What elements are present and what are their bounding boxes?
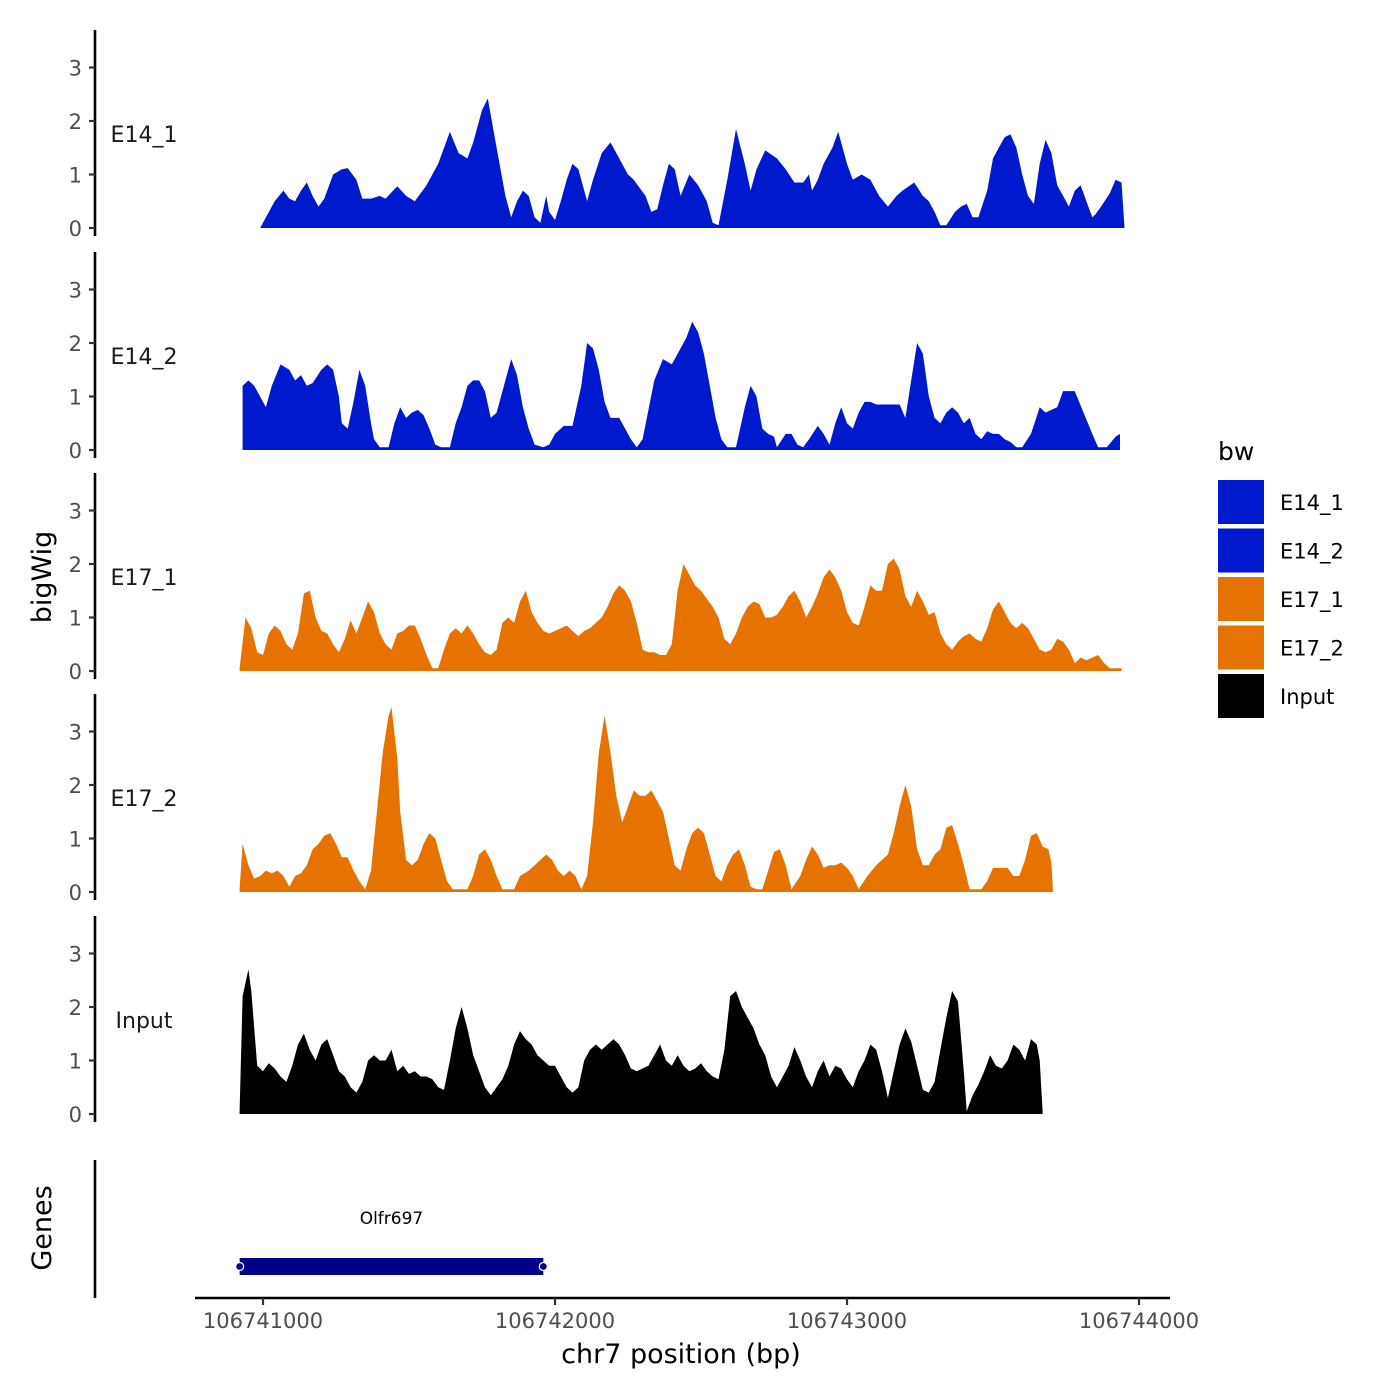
y-tick-label-input-2: 2 (69, 996, 82, 1020)
area-e17-1 (239, 558, 1122, 671)
gene-axis-title-group: Genes (27, 1185, 58, 1270)
y-tick-label-e17-1-3: 3 (69, 500, 82, 524)
legend-item-e17-1: E17_1 (1218, 577, 1344, 621)
x-axis-title: chr7 position (bp) (561, 1339, 801, 1370)
tracks-container: 0 1 2 3 E14_1 0 1 2 3 E14_2 0 1 2 3 E17_1 0 1 2 3 E17_2 0 1 2 3… (69, 30, 1125, 1127)
legend-swatch-input (1218, 674, 1264, 718)
x-tick-label-106742000: 106742000 (495, 1309, 615, 1333)
track-label-e17-1: E17_1 (111, 566, 178, 591)
track-label-e14-2: E14_2 (111, 345, 178, 370)
x-tick-label-106744000: 106744000 (1079, 1309, 1199, 1333)
legend-label-e17-1: E17_1 (1280, 588, 1344, 613)
y-tick-label-e17-2-2: 2 (69, 774, 82, 798)
y-tick-label-e14-1-2: 2 (69, 110, 82, 134)
y-tick-label-e17-1-0: 0 (69, 660, 82, 684)
track-label-e14-1: E14_1 (111, 123, 178, 148)
legend-swatch-e14-1 (1218, 480, 1264, 524)
gene-olfr697 (239, 1258, 544, 1275)
area-e14-2 (242, 321, 1121, 450)
y-tick-label-input-1: 1 (69, 1050, 82, 1074)
legend: bw E14_1 E14_2 E17_1 E17_2 Input (1218, 437, 1344, 718)
legend-label-e14-2: E14_2 (1280, 540, 1344, 565)
gene-label-olfr697: Olfr697 (360, 1209, 424, 1229)
gene-start-marker (235, 1261, 245, 1272)
y-axis-title-group: bigWig (27, 531, 58, 624)
y-tick-label-e14-1-1: 1 (69, 164, 82, 188)
y-tick-label-e14-2-1: 1 (69, 386, 82, 410)
legend-swatch-e14-2 (1218, 528, 1264, 573)
y-tick-label-e17-2-1: 1 (69, 828, 82, 852)
legend-title: bw (1218, 437, 1254, 466)
y-tick-label-e17-2-0: 0 (69, 881, 82, 905)
y-tick-label-e17-2-3: 3 (69, 721, 82, 745)
legend-item-e14-1: E14_1 (1218, 480, 1344, 524)
area-input (239, 969, 1043, 1114)
legend-label-e17-2: E17_2 (1280, 637, 1344, 662)
x-tick-label-106741000: 106741000 (203, 1309, 323, 1333)
track-label-e17-2: E17_2 (111, 787, 178, 812)
y-tick-label-input-3: 3 (69, 943, 82, 967)
y-tick-label-e14-1-0: 0 (69, 217, 82, 241)
area-e14-1 (260, 98, 1125, 228)
y-axis-title: bigWig (27, 531, 58, 624)
y-tick-label-e14-1-3: 3 (69, 57, 82, 81)
gene-track: Olfr697 (93, 1160, 548, 1298)
x-axis: 106741000 106742000 106743000 106744000 (195, 1296, 1199, 1333)
track-input: 0 1 2 3 Input (69, 916, 1043, 1127)
track-e17-2: 0 1 2 3 E17_2 (69, 694, 1053, 905)
legend-swatch-e17-1 (1218, 577, 1264, 621)
legend-label-input: Input (1280, 685, 1334, 709)
gene-end-marker (538, 1261, 548, 1272)
legend-item-input: Input (1218, 674, 1334, 718)
track-label-input: Input (116, 1009, 173, 1034)
y-tick-label-e14-2-2: 2 (69, 332, 82, 356)
y-tick-label-e14-2-0: 0 (69, 439, 82, 463)
y-tick-label-e17-1-1: 1 (69, 607, 82, 631)
legend-item-e14-2: E14_2 (1218, 528, 1344, 573)
y-tick-label-e14-2-3: 3 (69, 279, 82, 303)
track-e14-2: 0 1 2 3 E14_2 (69, 252, 1121, 463)
x-tick-label-106743000: 106743000 (787, 1309, 907, 1333)
legend-item-e17-2: E17_2 (1218, 625, 1344, 670)
track-e14-1: 0 1 2 3 E14_1 (69, 30, 1125, 241)
legend-swatch-e17-2 (1218, 625, 1264, 670)
legend-label-e14-1: E14_1 (1280, 491, 1344, 516)
y-tick-label-input-0: 0 (69, 1103, 82, 1127)
area-e17-2 (239, 707, 1053, 892)
track-e17-1: 0 1 2 3 E17_1 (69, 473, 1122, 684)
genes-axis-title: Genes (27, 1185, 58, 1270)
y-tick-label-e17-1-2: 2 (69, 553, 82, 577)
